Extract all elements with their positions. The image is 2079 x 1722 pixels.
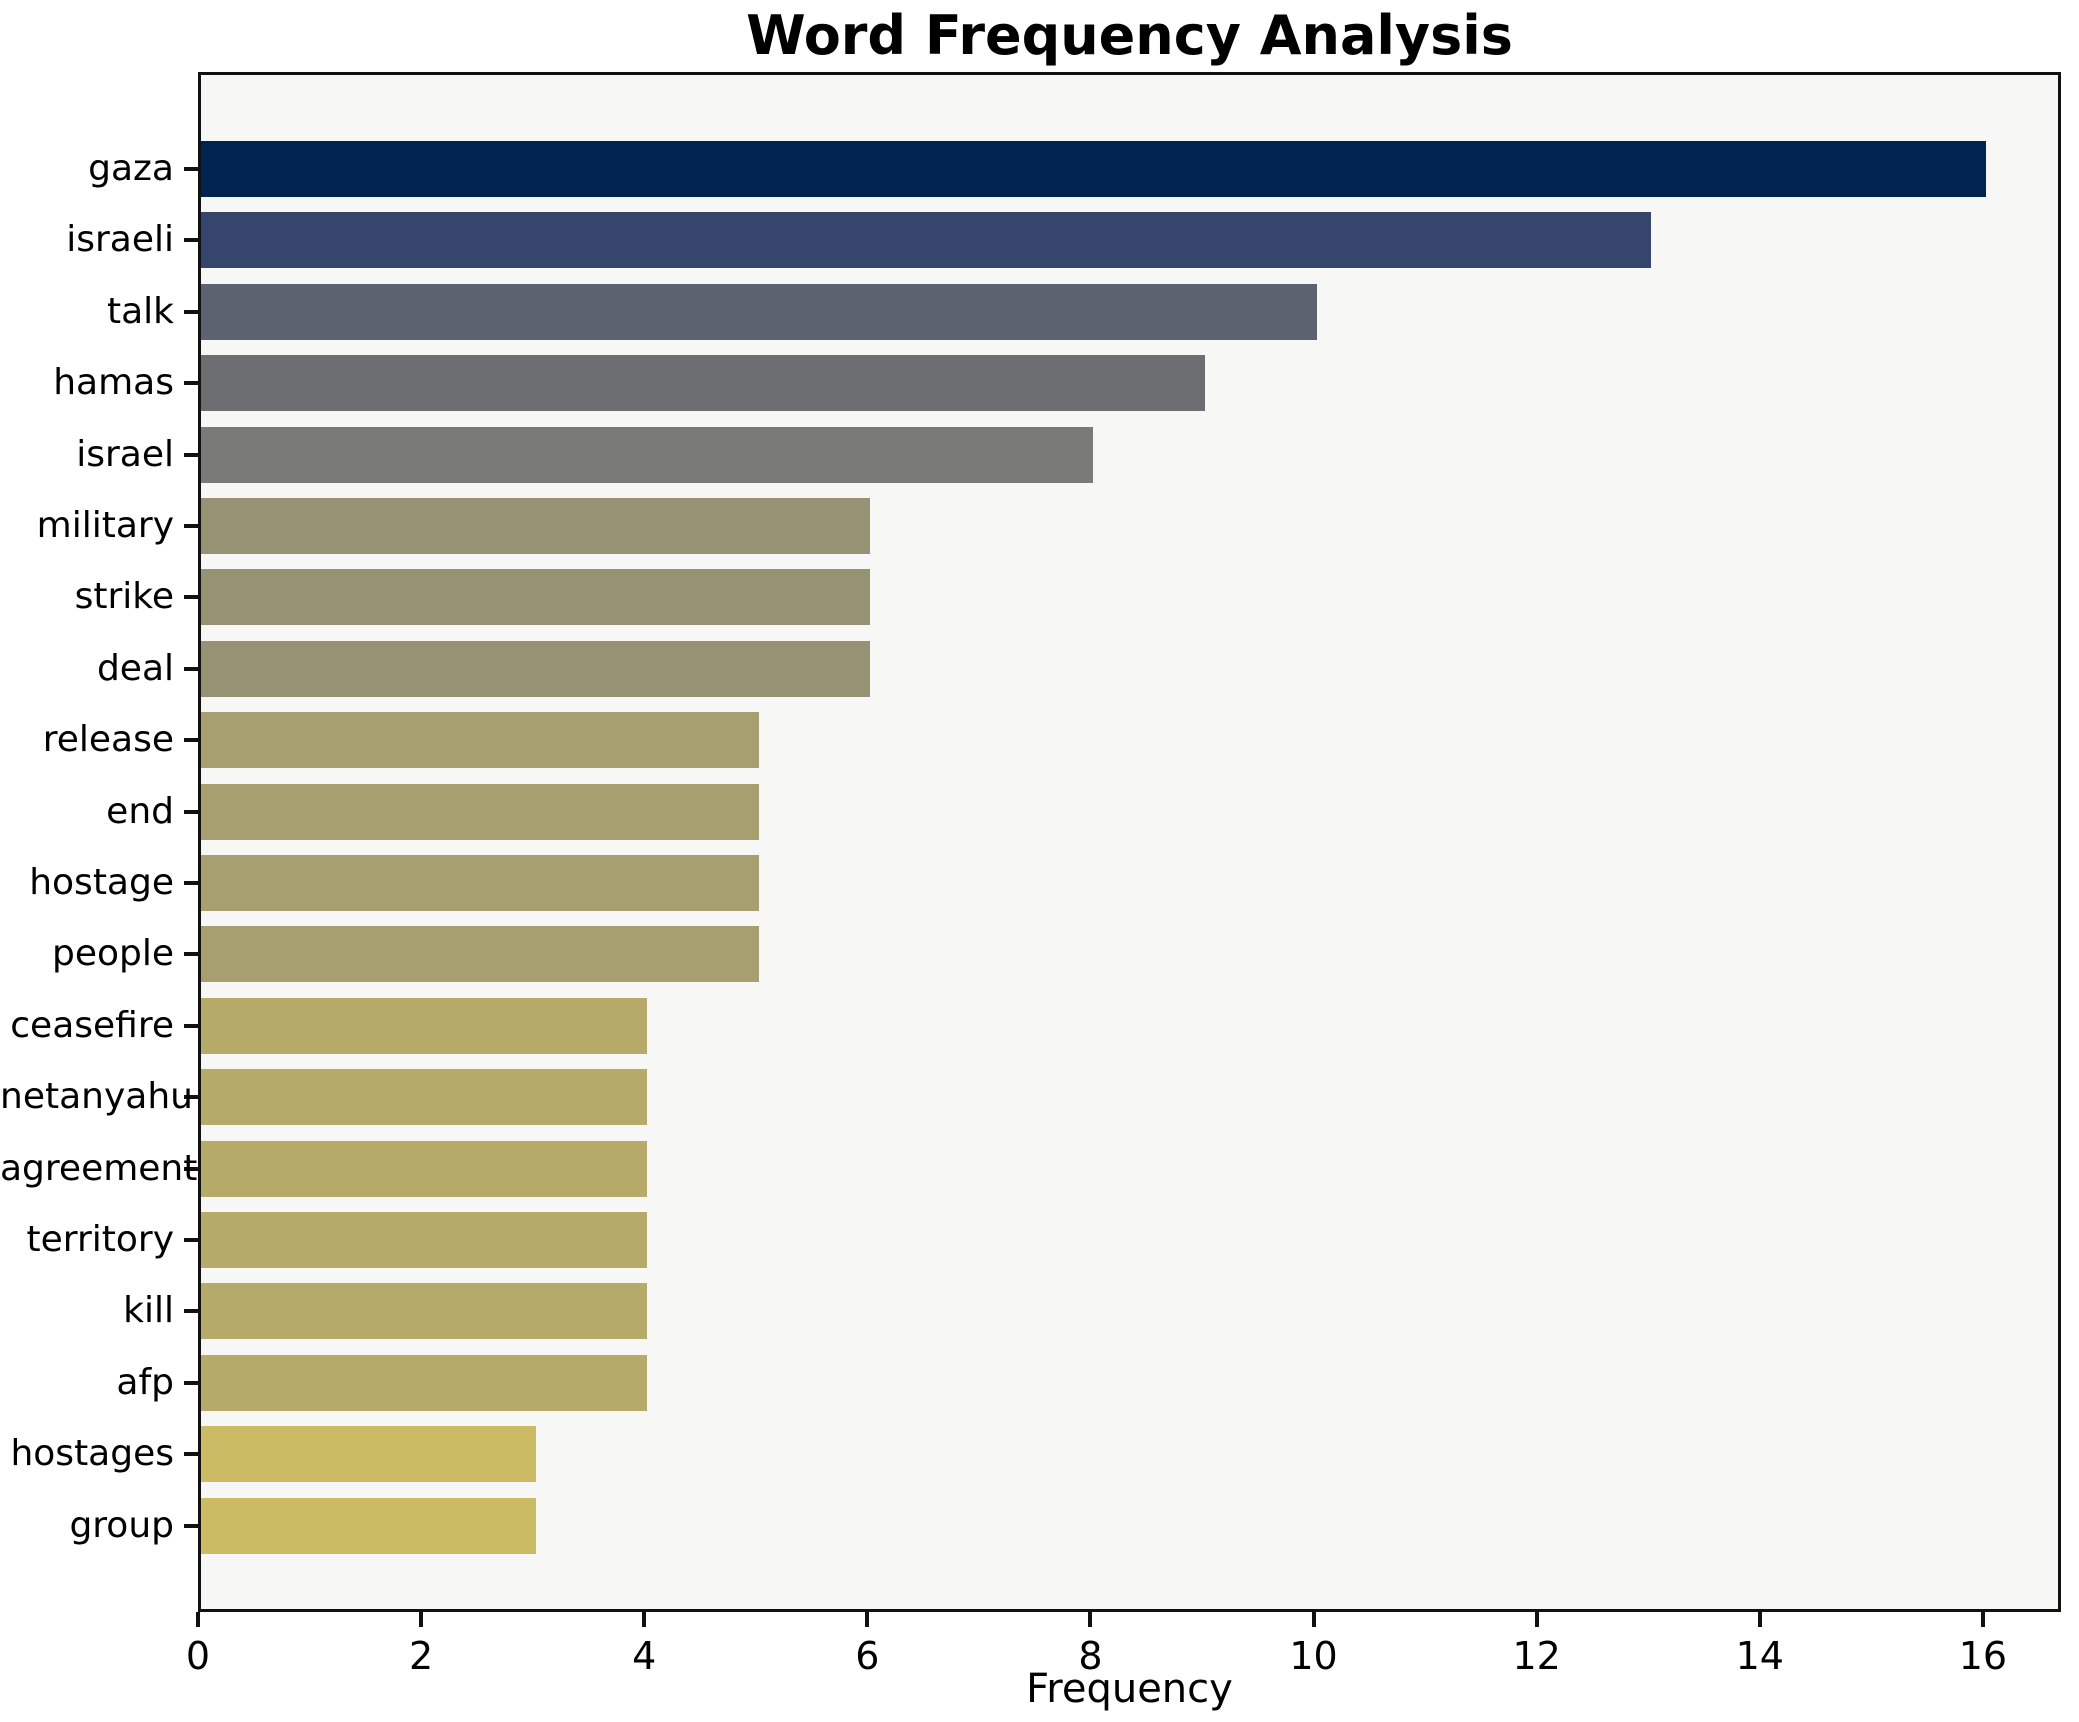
x-tick-mark	[196, 1612, 200, 1627]
y-tick-label-agreement: agreement	[0, 1147, 198, 1189]
y-tick-label-hamas: hamas	[53, 362, 174, 404]
x-tick-mark	[1980, 1612, 1985, 1627]
bar-group	[201, 1497, 536, 1554]
y-tick-label-deal: deal	[96, 647, 174, 689]
x-tick-mark	[419, 1612, 424, 1627]
bar-hostages	[201, 1426, 536, 1483]
y-tick-label-military: military	[36, 505, 174, 546]
x-tick-label-14: 14	[1735, 1634, 1784, 1678]
y-tick-label-people: people	[51, 933, 174, 975]
y-tick-label-hostages: hostages	[10, 1433, 174, 1475]
y-tick-mark	[184, 309, 198, 314]
y-tick-mark	[184, 1452, 198, 1457]
x-tick-label-16: 16	[1958, 1634, 2008, 1678]
y-tick-label-afp: afp	[116, 1361, 174, 1403]
bar-netanyahu	[201, 1069, 647, 1126]
bar-hamas	[201, 355, 1205, 412]
y-tick-label-gaza: gaza	[88, 148, 174, 189]
y-tick-label-group: group	[69, 1504, 174, 1546]
x-tick-mark	[1534, 1612, 1539, 1627]
x-tick-mark	[1311, 1612, 1316, 1627]
chart-title: Word Frequency Analysis	[746, 4, 1513, 67]
y-tick-mark	[184, 1309, 198, 1314]
y-tick-mark	[184, 738, 198, 743]
y-tick-label-release: release	[42, 719, 174, 761]
y-tick-label-netanyahu: netanyahu	[0, 1076, 193, 1118]
bar-talk	[201, 283, 1317, 340]
bar-israeli	[201, 212, 1651, 269]
y-tick-label-ceasefire: ceasefire	[10, 1004, 174, 1046]
bar-release	[201, 712, 759, 769]
x-tick-label-4: 4	[632, 1634, 657, 1678]
y-tick-mark	[184, 524, 198, 528]
x-tick-label-2: 2	[409, 1634, 434, 1678]
y-tick-mark	[184, 881, 198, 885]
y-tick-mark	[184, 952, 198, 957]
y-tick-mark	[184, 452, 198, 457]
y-tick-label-territory: territory	[26, 1219, 174, 1260]
y-tick-mark	[184, 1238, 198, 1242]
y-tick-mark	[184, 595, 198, 600]
y-tick-label-israeli: israeli	[66, 219, 174, 261]
x-tick-mark	[642, 1612, 647, 1627]
x-tick-label-8: 8	[1078, 1634, 1103, 1678]
bar-hostage	[201, 855, 759, 911]
bar-territory	[201, 1212, 647, 1268]
x-tick-mark	[1088, 1612, 1093, 1627]
x-tick-label-6: 6	[855, 1634, 880, 1678]
y-tick-label-strike: strike	[74, 576, 174, 618]
bar-military	[201, 498, 870, 554]
y-tick-label-end: end	[106, 790, 174, 832]
x-tick-label-10: 10	[1289, 1634, 1338, 1678]
y-tick-mark	[184, 809, 198, 814]
y-tick-mark	[184, 1166, 198, 1171]
x-tick-label-12: 12	[1512, 1634, 1561, 1678]
y-tick-mark	[184, 1095, 198, 1100]
y-tick-mark	[184, 381, 198, 386]
x-tick-mark	[1757, 1612, 1762, 1627]
bar-deal	[201, 640, 870, 697]
bar-ceasefire	[201, 997, 647, 1054]
bar-people	[201, 926, 759, 983]
y-tick-mark	[184, 167, 198, 171]
bar-gaza	[201, 141, 1986, 197]
y-tick-mark	[184, 1380, 198, 1385]
bar-strike	[201, 569, 870, 626]
y-tick-label-kill: kill	[123, 1290, 174, 1332]
bar-afp	[201, 1354, 647, 1411]
bar-agreement	[201, 1140, 647, 1197]
x-axis-label: Frequency	[1026, 1666, 1233, 1712]
bar-end	[201, 783, 759, 840]
y-tick-label-israel: israel	[76, 433, 174, 475]
y-tick-mark	[184, 238, 198, 243]
y-tick-label-hostage: hostage	[29, 862, 174, 903]
y-tick-mark	[184, 1023, 198, 1028]
x-tick-mark	[865, 1612, 870, 1627]
bar-israel	[201, 426, 1093, 483]
bar-kill	[201, 1283, 647, 1340]
y-tick-mark	[184, 1523, 198, 1528]
x-tick-label-0: 0	[185, 1634, 211, 1678]
y-tick-mark	[184, 666, 198, 671]
y-tick-label-talk: talk	[106, 290, 174, 332]
